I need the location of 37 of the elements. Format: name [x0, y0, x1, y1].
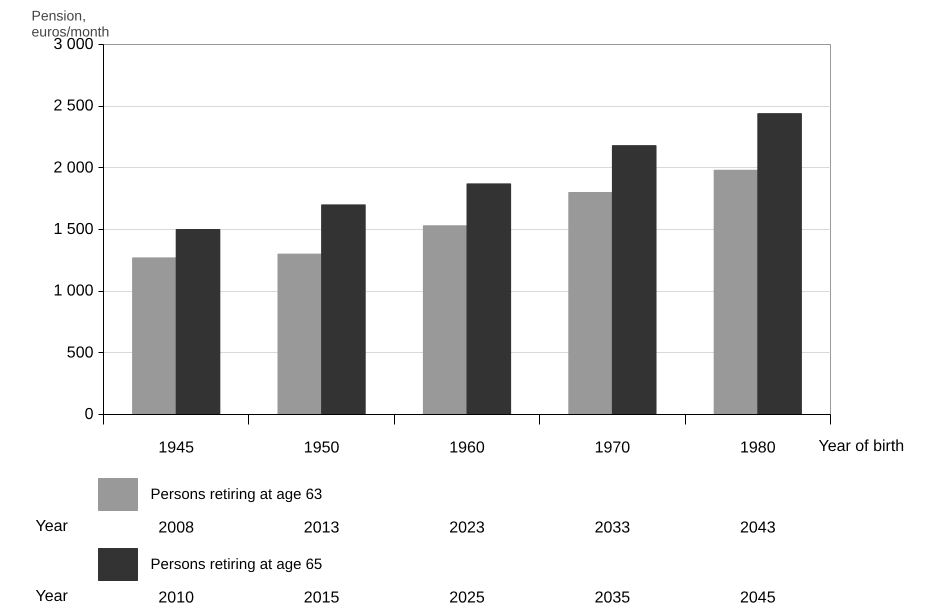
x-axis-title: Year of birth	[818, 438, 904, 455]
y-tick-label: 500	[66, 344, 94, 362]
y-tick-label: 1 000	[53, 282, 94, 300]
text: 2035	[594, 590, 630, 606]
text: 2015	[304, 590, 340, 606]
text: 2045	[740, 590, 776, 606]
bar	[321, 204, 366, 414]
x-tick-label: 1960	[449, 440, 485, 456]
bar	[714, 170, 758, 414]
legend-label: Persons retiring at age 65	[150, 556, 322, 573]
text: Year	[36, 518, 68, 535]
text: Year	[36, 588, 68, 605]
bar	[422, 225, 468, 414]
y-tick-label: 3 000	[53, 36, 94, 53]
text: 2033	[594, 520, 630, 536]
bar	[466, 183, 512, 414]
text: 2013	[304, 520, 340, 536]
bar	[277, 254, 322, 414]
y-tick-label: 2 000	[53, 159, 94, 176]
text: 2023	[449, 520, 485, 536]
bar	[612, 145, 657, 414]
y-tick-label: 0	[84, 406, 94, 423]
bar	[568, 192, 613, 414]
x-tick-label: 1970	[594, 440, 630, 456]
text: 2010	[158, 590, 194, 606]
x-tick-label: 1945	[158, 440, 194, 456]
x-tick-label: 1950	[304, 440, 340, 456]
x-tick-label: 1980	[740, 440, 776, 456]
text: 2008	[158, 520, 194, 536]
text: 2043	[740, 520, 776, 536]
bar	[132, 257, 177, 414]
legend-label: Persons retiring at age 63	[150, 486, 322, 503]
text: 2025	[449, 590, 485, 606]
y-tick-label: 1 500	[53, 221, 94, 238]
bar	[757, 113, 802, 414]
bar	[176, 229, 220, 414]
y-tick-label: 2 500	[53, 98, 94, 115]
